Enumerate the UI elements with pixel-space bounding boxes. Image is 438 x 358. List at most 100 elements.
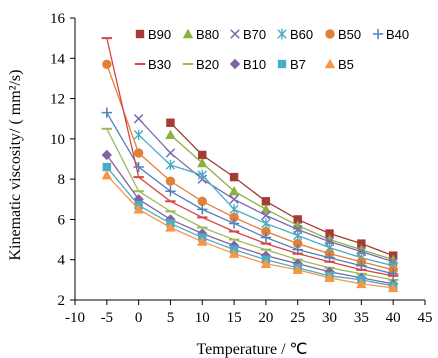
data-point-b70 [229,194,239,205]
legend-marker-b60 [277,28,287,40]
data-point-b5 [165,222,176,232]
series-line-b7 [106,166,394,287]
data-point-b70 [165,148,176,158]
legend-marker-b7 [277,59,287,69]
y-tick-label: 14 [50,51,66,67]
data-point-b10 [101,149,113,161]
legend-label-b30: B30 [148,57,171,72]
x-tick-label: -5 [101,310,114,326]
x-tick-label: 10 [195,310,210,326]
data-point-b40 [387,268,399,280]
series-b70 [133,113,398,267]
data-point-b90 [229,172,239,182]
data-point-b90 [293,215,302,224]
x-tick-label: 20 [258,310,273,326]
data-point-b40 [197,204,208,215]
legend-marker-b5 [324,58,336,69]
data-point-b50 [293,238,303,249]
series-b5 [101,169,399,293]
data-point-b5 [197,236,208,246]
legend-item-b10: B10 [229,57,266,72]
data-point-b40 [228,218,240,229]
legend-item-b70: B70 [230,27,266,42]
data-point-b5 [101,169,113,180]
x-tick-label: 40 [386,310,401,326]
x-tick-label: 15 [227,310,242,326]
data-point-b50 [165,176,176,186]
legend-label-b80: B80 [196,27,219,42]
y-axis-title: Kinematic viscosity/ ( mm²/s) [7,70,24,261]
series-line-b90 [169,122,394,257]
x-tick-label: -10 [65,310,85,326]
data-point-b5 [228,248,240,258]
y-tick-label: 6 [58,212,66,228]
series-line-b20 [106,128,394,281]
plot-area: -10 -5 0 5 10 15 20 25 30 35 40 45 2 4 6 8 10 12 14 16 [50,11,433,326]
data-point-b90 [357,239,366,248]
x-tick-label: 30 [322,310,337,326]
legend-label-b50: B50 [338,27,361,42]
legend-label-b70: B70 [243,27,266,42]
series-line-b5 [106,174,394,289]
data-point-b40 [260,232,272,243]
data-point-b70 [133,113,144,124]
legend-label-b90: B90 [148,27,171,42]
legend-marker-b80 [182,28,194,39]
x-tick-label: 5 [167,310,175,326]
data-point-b90 [261,197,271,206]
series-line-b30 [106,37,394,277]
data-point-b40 [101,107,113,118]
data-point-b40 [165,186,176,197]
legend-label-b10: B10 [243,57,266,72]
data-point-b90 [198,150,207,160]
legend-item-b30: B30 [134,57,171,72]
x-tick-label: 35 [354,310,369,326]
y-tick-label: 2 [58,293,66,309]
legend-label-b40: B40 [386,27,409,42]
data-point-b5 [133,204,144,214]
y-tick-label: 12 [50,92,65,108]
data-point-b50 [261,226,271,237]
data-point-b5 [260,258,272,268]
series-line-b80 [170,134,394,261]
legend-marker-b40 [372,28,384,40]
legend-item-b5: B5 [324,57,354,72]
legend-label-b5: B5 [338,57,354,72]
data-point-b40 [133,161,144,173]
x-tick-label: 45 [418,310,433,326]
legend-label-b60: B60 [290,27,313,42]
data-point-b50 [229,212,239,223]
y-tick-label: 8 [58,172,66,188]
series-line-b40 [106,112,394,275]
legend-item-b7: B7 [277,57,306,72]
x-axis-title: Temperature / ℃ [196,341,307,358]
series-line-b10 [106,154,394,285]
series-line-b50 [106,64,394,271]
y-tick-label: 4 [58,253,66,269]
data-point-b5 [292,264,303,274]
series-b30 [101,37,399,277]
x-tick-label: 25 [290,310,305,326]
legend-item-b20: B20 [182,57,219,72]
data-point-b80 [228,186,240,196]
legend-label-b7: B7 [290,57,306,72]
data-point-b90 [166,118,175,127]
data-point-b60 [165,159,176,171]
data-point-b5 [324,272,335,283]
series-layer [101,37,399,293]
data-point-b80 [324,234,335,244]
legend-item-b60: B60 [277,27,313,42]
legend-label-b20: B20 [196,57,219,72]
data-point-b90 [325,229,334,238]
data-point-b80 [197,157,208,168]
data-point-b7 [102,162,112,172]
data-point-b70 [261,210,271,221]
legend-marker-b90 [135,29,145,39]
x-tick-label: 0 [135,310,143,326]
data-point-b5 [387,282,399,293]
legend-item-b50: B50 [325,27,361,42]
data-point-b60 [197,169,207,181]
data-point-b50 [102,59,112,70]
data-point-b5 [356,278,367,289]
